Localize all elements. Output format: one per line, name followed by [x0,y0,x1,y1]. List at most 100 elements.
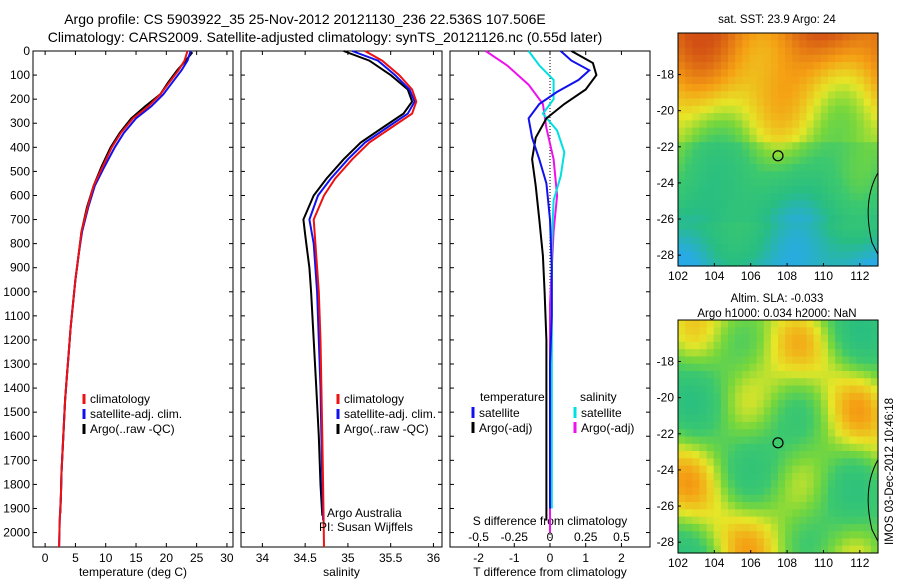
heatmap-cell [792,105,801,114]
heatmap-cell [806,156,815,165]
heatmap-cell [728,244,736,253]
heatmap-cell [728,414,736,423]
heatmap-cell [720,334,729,343]
heatmap-cell [856,171,865,180]
heatmap-cell [806,494,815,503]
heatmap-cell [763,356,772,365]
heatmap-cell [820,105,829,114]
heatmap-cell [813,33,822,41]
heatmap-cell [778,487,786,496]
heatmap-cell [685,120,693,129]
heatmap-cell [692,436,701,445]
heatmap-cell [692,429,701,438]
heatmap-cell [728,509,736,518]
heatmap-cell [842,142,851,151]
heatmap-cell [856,421,865,430]
heatmap-cell [835,378,843,387]
heatmap-cell [835,487,843,496]
heatmap-cell [692,385,701,394]
heatmap-cell [763,91,772,100]
heatmap-cell [856,392,865,401]
heatmap-cell [699,193,708,202]
heatmap-cell [706,370,715,379]
heatmap-cell [713,494,722,503]
heatmap-cell [863,127,872,136]
heatmap-cell [763,400,772,408]
heatmap-cell [735,545,743,554]
heatmap-cell [692,407,701,416]
heatmap-cell [728,436,736,445]
heatmap-cell [720,480,729,489]
heatmap-cell [778,156,786,165]
heatmap-cell [835,421,843,430]
heatmap-cell [849,516,858,525]
heatmap-cell [678,509,686,518]
heatmap-cell [763,105,772,114]
heatmap-cell [763,378,772,387]
heatmap-cell [856,127,865,136]
heatmap-cell [735,465,743,474]
heatmap-cell [728,363,736,372]
heatmap-cell [685,341,693,350]
heatmap-cell [699,47,708,56]
heatmap-cell [706,400,715,408]
heatmap-cell [856,222,865,231]
heatmap-cell [849,193,858,202]
heatmap-cell [749,443,758,452]
heatmap-cell [813,258,822,267]
heatmap-cell [778,62,786,71]
heatmap-cell [692,487,701,496]
heatmap-cell [863,516,872,525]
heatmap-cell [742,105,751,114]
heatmap-cell [763,142,772,151]
heatmap-cell [728,349,736,358]
heatmap-cell [820,120,829,129]
heatmap-cell [735,327,743,336]
heatmap-cell [706,215,715,223]
heatmap-cell [706,356,715,365]
heatmap-cell [799,91,808,100]
heatmap-cell [863,538,872,547]
heatmap-cell [792,91,801,100]
heatmap-cell [706,251,715,260]
heatmap-cell [742,502,751,510]
heatmap-cell [842,516,851,525]
heatmap-cell [806,215,815,223]
heatmap-cell [742,451,751,459]
heatmap-cell [756,509,765,518]
heatmap-cell [720,421,729,430]
heatmap-cell [842,407,851,416]
heatmap-cell [820,443,829,452]
heatmap-cell [813,480,822,489]
heatmap-cell [856,33,865,41]
heatmap-cell [835,120,843,129]
map-sla-title-line2: Argo h1000: 0.034 h2000: NaN [697,308,856,320]
heatmap-cell [720,171,729,180]
heatmap-cell [720,429,729,438]
heatmap-cell [713,142,722,151]
heatmap-cell [770,487,779,496]
heatmap-cell [763,509,772,518]
heatmap-cell [756,62,765,71]
heatmap-cell [685,91,693,100]
heatmap-cell [813,54,822,63]
heatmap-cell [870,200,879,209]
temperature-xtick-label: 15 [129,551,143,565]
legend-entry: climatology [344,392,404,406]
heatmap-cell [849,363,858,372]
sla_map-ytick-label: -26 [657,499,675,513]
heatmap-cell [678,502,686,510]
heatmap-cell [678,54,686,63]
heatmap-cell [706,443,715,452]
heatmap-cell [699,509,708,518]
heatmap-cell [835,215,843,223]
heatmap-cell [856,349,865,358]
heatmap-cell [713,436,722,445]
heatmap-cell [706,538,715,547]
heatmap-cell [685,134,693,143]
heatmap-cell [820,341,829,350]
heatmap-cell [706,76,715,85]
heatmap-cell [685,363,693,372]
heatmap-cell [792,33,801,41]
heatmap-cell [785,76,793,85]
